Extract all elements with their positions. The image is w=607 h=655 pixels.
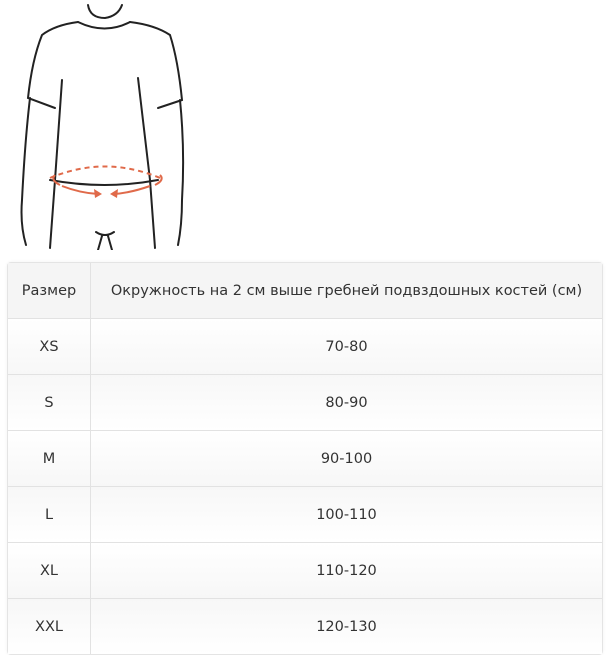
size-cell: S xyxy=(8,375,91,431)
table-row: XL 110-120 xyxy=(8,543,602,599)
size-cell: M xyxy=(8,431,91,487)
table-row: S 80-90 xyxy=(8,375,602,431)
range-cell: 110-120 xyxy=(91,543,602,599)
range-cell: 70-80 xyxy=(91,319,602,375)
range-cell: 90-100 xyxy=(91,431,602,487)
header-size: Размер xyxy=(8,263,91,319)
table-row: M 90-100 xyxy=(8,431,602,487)
table-row: L 100-110 xyxy=(8,487,602,543)
size-cell: XS xyxy=(8,319,91,375)
range-cell: 120-130 xyxy=(91,599,602,654)
table-row: XS 70-80 xyxy=(8,319,602,375)
range-cell: 80-90 xyxy=(91,375,602,431)
header-circumference: Окружность на 2 см выше гребней подвздош… xyxy=(91,263,602,319)
size-cell: L xyxy=(8,487,91,543)
size-cell: XXL xyxy=(8,599,91,654)
range-cell: 100-110 xyxy=(91,487,602,543)
table-row: XXL 120-130 xyxy=(8,599,602,654)
size-cell: XL xyxy=(8,543,91,599)
size-chart-table: Размер Окружность на 2 см выше гребней п… xyxy=(7,262,603,655)
waist-measurement-figure-icon xyxy=(20,4,185,250)
table-header-row: Размер Окружность на 2 см выше гребней п… xyxy=(8,263,602,319)
